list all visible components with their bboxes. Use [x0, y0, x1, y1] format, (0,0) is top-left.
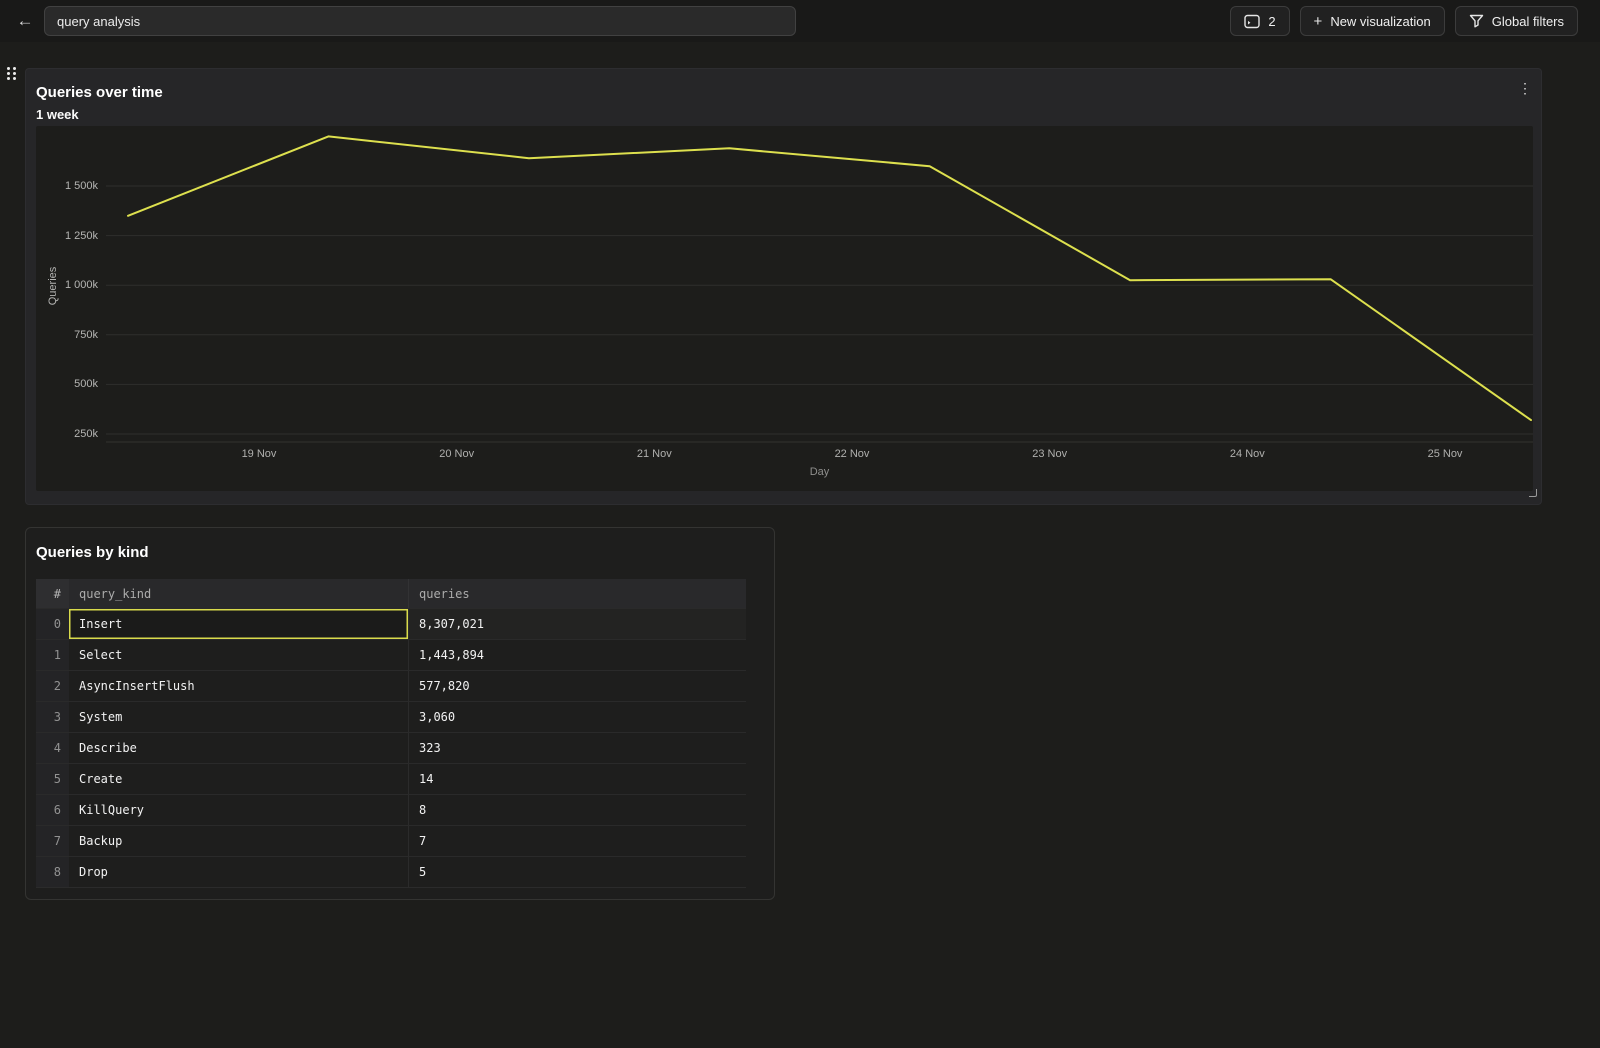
queries-value-cell[interactable]: 8 — [408, 795, 746, 825]
table-row[interactable]: 2AsyncInsertFlush577,820 — [36, 670, 746, 701]
chart-panel-title: Queries over time — [36, 84, 163, 101]
table-row[interactable]: 4Describe323 — [36, 732, 746, 763]
row-index-cell: 7 — [36, 826, 69, 856]
query-kind-cell[interactable]: KillQuery — [69, 795, 408, 825]
queries-value-cell[interactable]: 7 — [408, 826, 746, 856]
queries-value-cell[interactable]: 8,307,021 — [408, 609, 746, 639]
visualization-count: 2 — [1268, 14, 1275, 29]
x-tick-label: 20 Nov — [427, 447, 487, 461]
column-header-index[interactable]: # — [36, 579, 69, 608]
global-filters-label: Global filters — [1492, 14, 1564, 29]
line-chart-svg — [36, 126, 1533, 491]
table-row[interactable]: 8Drop5 — [36, 856, 746, 887]
query-kind-cell[interactable]: Drop — [69, 857, 408, 887]
back-button[interactable]: ← — [14, 10, 36, 32]
y-tick-label: 1 500k — [40, 179, 98, 193]
y-tick-label: 750k — [40, 328, 98, 342]
query-kind-cell[interactable]: Backup — [69, 826, 408, 856]
queries-by-kind-panel: Queries by kind #query_kindqueries0Inser… — [25, 527, 775, 900]
x-tick-label: 25 Nov — [1415, 447, 1475, 461]
queries-by-kind-table: #query_kindqueries0Insert8,307,0211Selec… — [36, 579, 746, 888]
x-tick-label: 19 Nov — [229, 447, 289, 461]
query-kind-cell[interactable]: Select — [69, 640, 408, 670]
table-row[interactable]: 5Create14 — [36, 763, 746, 794]
row-index-cell: 3 — [36, 702, 69, 732]
column-header-queries[interactable]: queries — [408, 579, 746, 608]
new-visualization-label: New visualization — [1330, 14, 1430, 29]
x-axis-label: Day — [106, 466, 1533, 478]
dashboard-title-input[interactable] — [44, 6, 796, 36]
queries-value-cell[interactable]: 323 — [408, 733, 746, 763]
console-icon — [1244, 14, 1260, 29]
x-tick-label: 23 Nov — [1020, 447, 1080, 461]
query-kind-cell[interactable]: Describe — [69, 733, 408, 763]
queries-value-cell[interactable]: 14 — [408, 764, 746, 794]
table-row[interactable]: 1Select1,443,894 — [36, 639, 746, 670]
table-header-row: #query_kindqueries — [36, 579, 746, 608]
row-index-cell: 2 — [36, 671, 69, 701]
y-tick-label: 1 000k — [40, 278, 98, 292]
y-tick-label: 250k — [40, 427, 98, 441]
query-kind-cell[interactable]: System — [69, 702, 408, 732]
resize-handle-icon[interactable] — [1529, 489, 1537, 497]
x-tick-label: 22 Nov — [822, 447, 882, 461]
queries-value-cell[interactable]: 577,820 — [408, 671, 746, 701]
global-filters-button[interactable]: Global filters — [1455, 6, 1578, 36]
row-index-cell: 5 — [36, 764, 69, 794]
row-index-cell: 1 — [36, 640, 69, 670]
y-tick-label: 500k — [40, 377, 98, 391]
table-panel-title: Queries by kind — [36, 544, 149, 561]
query-kind-cell[interactable]: AsyncInsertFlush — [69, 671, 408, 701]
table-row[interactable]: 3System3,060 — [36, 701, 746, 732]
kebab-menu-icon[interactable]: ⋮ — [1514, 77, 1536, 99]
x-tick-label: 21 Nov — [624, 447, 684, 461]
queries-value-cell[interactable]: 5 — [408, 857, 746, 887]
row-index-cell: 0 — [36, 609, 69, 639]
new-visualization-button[interactable]: + New visualization — [1300, 6, 1445, 36]
table-row[interactable]: 6KillQuery8 — [36, 794, 746, 825]
queries-value-cell[interactable]: 1,443,894 — [408, 640, 746, 670]
row-index-cell: 4 — [36, 733, 69, 763]
x-tick-label: 24 Nov — [1217, 447, 1277, 461]
queries-value-cell[interactable]: 3,060 — [408, 702, 746, 732]
queries-over-time-panel: Queries over time 1 week ⋮ Queries Day 1… — [25, 68, 1542, 505]
query-kind-cell[interactable]: Insert — [69, 609, 408, 639]
funnel-icon — [1469, 14, 1484, 28]
query-kind-cell[interactable]: Create — [69, 764, 408, 794]
topbar: ← 2 + New visualization Global filters — [0, 0, 1600, 42]
chart-panel-subtitle: 1 week — [36, 107, 79, 122]
queries-over-time-chart[interactable]: Queries Day 1 500k1 250k1 000k750k500k25… — [36, 126, 1533, 491]
grip-icon[interactable] — [7, 67, 22, 83]
table-row[interactable]: 0Insert8,307,021 — [36, 608, 746, 639]
table-row[interactable]: 7Backup7 — [36, 825, 746, 856]
column-header-query-kind[interactable]: query_kind — [69, 579, 408, 608]
row-index-cell: 6 — [36, 795, 69, 825]
y-tick-label: 1 250k — [40, 229, 98, 243]
row-index-cell: 8 — [36, 857, 69, 887]
visualization-count-button[interactable]: 2 — [1230, 6, 1289, 36]
plus-icon: + — [1314, 14, 1323, 29]
